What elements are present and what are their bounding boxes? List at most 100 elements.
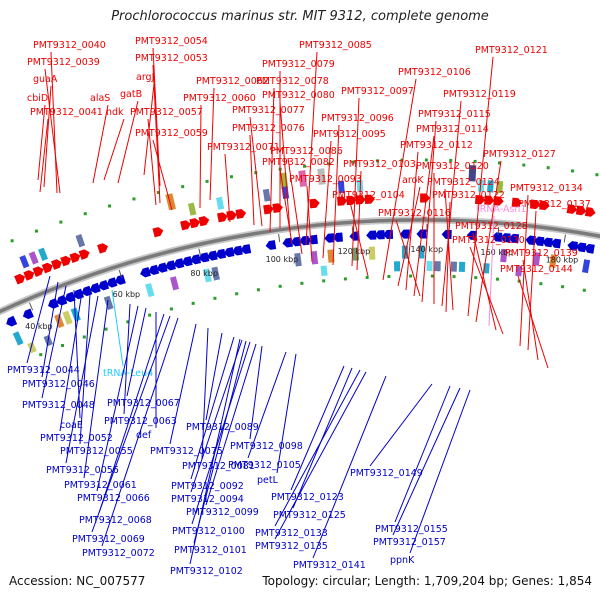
label-leader — [205, 332, 223, 421]
gene-label: PMT9312_0076 — [232, 123, 305, 134]
label-leader — [322, 140, 332, 259]
label-leader — [224, 153, 231, 223]
reverse-gene-arrow — [140, 267, 151, 278]
label-leader — [395, 219, 421, 297]
forward-gene-arrow — [355, 195, 366, 205]
reverse-orthology-block — [27, 341, 37, 354]
gc-marker — [229, 175, 233, 179]
label-leader — [445, 201, 451, 313]
gc-marker — [452, 275, 456, 279]
label-leader — [91, 315, 171, 533]
label-leader — [147, 118, 157, 206]
forward-feature-block — [187, 202, 197, 216]
forward-feature-block — [38, 247, 48, 261]
label-leader — [517, 275, 549, 369]
gene-label: PMT9312_0048 — [22, 400, 95, 411]
label-leader — [269, 87, 275, 233]
tick-label: 140 kbp — [411, 245, 444, 254]
gene-label: PMT9312_0057 — [130, 107, 203, 118]
forward-gene-arrow — [364, 194, 375, 204]
gc-marker — [409, 274, 413, 278]
reverse-gene-arrow — [181, 256, 193, 267]
gc-marker — [424, 158, 428, 162]
forward-gene-arrow — [584, 206, 596, 217]
gene-label: PMT9312_0061 — [64, 480, 137, 491]
forward-feature-block — [216, 196, 225, 210]
gene-label: PMT9312_0139 — [505, 248, 578, 259]
gene-label: guaA — [33, 74, 58, 85]
reverse-gene-arrow — [491, 232, 503, 242]
gene-label: PMT9312_0053 — [135, 53, 208, 64]
reverse-gene-arrow — [89, 282, 101, 294]
forward-gene-arrow — [235, 209, 247, 219]
reverse-gene-arrow — [98, 279, 110, 291]
forward-gene-arrow — [23, 270, 35, 281]
gene-label: PMT9312_0096 — [321, 113, 394, 124]
gene-label: PMT9312_0124 — [427, 177, 500, 188]
label-leader — [83, 299, 109, 479]
label-leader — [397, 186, 421, 287]
gene-label: PMT9312_0052 — [40, 433, 113, 444]
gc-marker — [343, 277, 347, 281]
label-leader — [405, 151, 419, 291]
reverse-gene-arrow — [56, 294, 68, 306]
label-leader — [98, 313, 165, 514]
label-leader — [382, 78, 417, 281]
gene-label: PMT9312_0123 — [271, 492, 344, 503]
gene-label: PMT9312_0079 — [262, 59, 335, 70]
reverse-orthology-block — [458, 261, 466, 273]
label-leader — [92, 104, 109, 184]
forward-gene-arrow — [152, 227, 164, 238]
reverse-gene-arrow — [156, 262, 168, 273]
gene-label: PMT9312_0121 — [475, 45, 548, 56]
label-leader — [306, 185, 313, 263]
gene-label: cbiD — [27, 93, 48, 104]
forward-gene-arrow — [180, 220, 191, 231]
label-leader — [332, 124, 340, 266]
forward-gene-arrow — [78, 249, 90, 260]
gc-marker — [61, 344, 65, 348]
reverse-feature-block — [294, 252, 302, 267]
reverse-gene-arrow — [265, 240, 277, 250]
label-leader — [488, 215, 495, 327]
gc-marker — [108, 204, 112, 208]
figure-title: Prochlorococcus marinus str. MIT 9312, c… — [111, 9, 489, 24]
gc-marker — [546, 166, 550, 170]
gene-label: PMT9312_0039 — [27, 57, 100, 68]
gene-label: PMT9312_0137 — [518, 199, 591, 210]
label-leader — [101, 317, 179, 547]
label-leader — [421, 120, 437, 303]
label-leader — [522, 259, 539, 361]
forward-gene-arrow — [511, 197, 523, 208]
gene-label: PMT9312_0127 — [483, 149, 556, 160]
reverse-feature-block — [54, 313, 65, 329]
gc-marker — [539, 282, 543, 286]
gene-label: PMT9312_0095 — [313, 129, 386, 140]
forward-gene-arrow — [575, 205, 587, 216]
gene-label: PMT9312_0059 — [135, 128, 208, 139]
gene-label: def — [136, 430, 152, 441]
forward-gene-arrow — [97, 243, 109, 254]
reverse-feature-block — [310, 250, 319, 265]
tick-label: 100 kbp — [266, 255, 299, 264]
label-leader — [409, 389, 471, 554]
reverse-gene-arrow — [232, 245, 243, 256]
gene-label: PMT9312_0112 — [400, 140, 473, 151]
label-leader — [39, 118, 49, 193]
gene-label: ndk — [106, 107, 124, 118]
tick-label: 180 kbp — [546, 255, 579, 264]
gene-label: PMT9312_0141 — [293, 560, 366, 571]
reverse-gene-arrow — [441, 229, 452, 239]
reverse-gene-arrow — [106, 277, 118, 288]
genome-summary-text: Topology: circular; Length: 1,709,204 bp… — [262, 574, 592, 588]
gc-marker — [327, 162, 331, 166]
label-leader — [472, 232, 497, 331]
reverse-gene-arrow — [332, 232, 344, 242]
reverse-gene-arrow — [165, 260, 176, 271]
gene-label: PMT9312_0056 — [46, 465, 119, 476]
reverse-feature-block — [12, 331, 24, 346]
forward-feature-block — [496, 180, 504, 194]
label-leader — [26, 275, 51, 364]
tick-label: 80 kbp — [190, 269, 218, 278]
reverse-orthology-block — [320, 265, 328, 277]
